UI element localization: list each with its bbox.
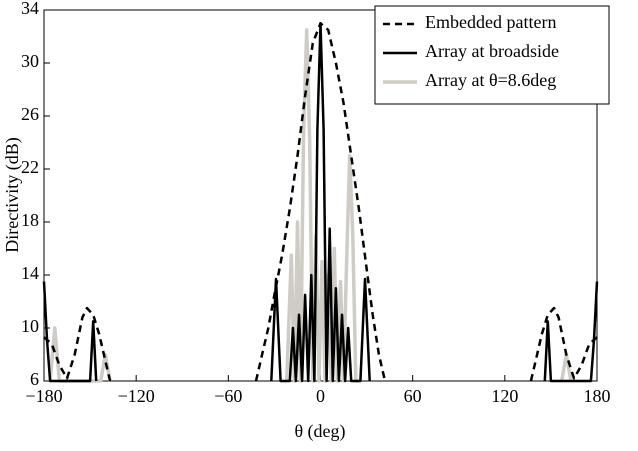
y-tick-label: 30 — [21, 51, 39, 71]
y-tick-label: 10 — [21, 316, 39, 336]
y-tick-label: 34 — [21, 0, 39, 18]
y-tick-label: 14 — [21, 263, 39, 283]
x-tick-label: 60 — [404, 386, 422, 406]
legend-label: Array at θ=8.6deg — [425, 70, 556, 90]
x-tick-label: −180 — [25, 386, 62, 406]
x-axis-label: θ (deg) — [294, 421, 345, 442]
y-tick-label: 26 — [21, 104, 39, 124]
y-axis-label: Directivity (dB) — [2, 137, 23, 252]
x-tick-label: −120 — [118, 386, 155, 406]
series-line — [43, 22, 598, 382]
x-tick-label: −60 — [214, 386, 242, 406]
legend-label: Embedded pattern — [425, 12, 556, 32]
x-tick-label: 120 — [491, 386, 518, 406]
y-tick-label: 18 — [21, 210, 39, 230]
legend-label: Array at broadside — [425, 41, 559, 61]
x-tick-label: 0 — [316, 386, 325, 406]
x-tick-label: 180 — [584, 386, 611, 406]
y-tick-label: 6 — [30, 369, 39, 389]
y-tick-label: 22 — [21, 157, 39, 177]
legend-box — [374, 5, 610, 105]
